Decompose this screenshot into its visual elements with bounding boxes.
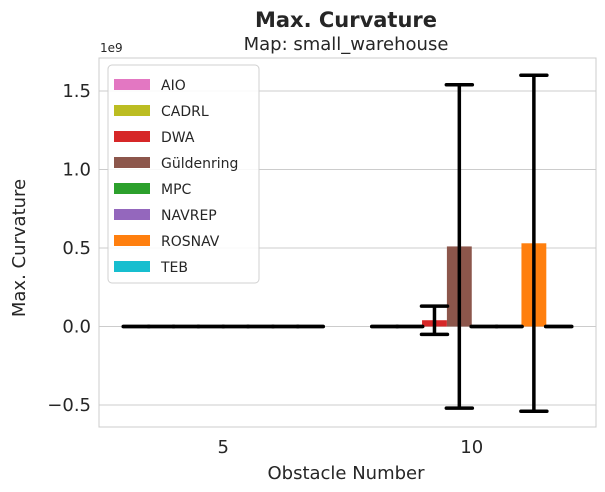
legend-label: Güldenring	[161, 156, 238, 172]
legend-swatch	[114, 79, 150, 90]
legend-swatch	[114, 183, 150, 194]
legend: AIO CADRL DWA Güldenring MPC NAVREP ROSNAV TEB	[107, 64, 260, 284]
legend-swatch	[114, 235, 150, 246]
x-tick-labels: 5 10	[218, 437, 484, 458]
y-axis-label: Max. Curvature	[9, 179, 30, 317]
y-offset-label: 1e9	[100, 41, 123, 55]
x-tick-label: 10	[460, 437, 483, 458]
chart-suptitle: Max. Curvature	[255, 8, 437, 32]
legend-label: TEB	[160, 260, 188, 276]
y-tick-label: 1.0	[62, 159, 91, 180]
legend-swatch	[114, 209, 150, 220]
legend-box	[107, 64, 260, 284]
legend-label: AIO	[161, 78, 186, 94]
x-axis-label: Obstacle Number	[267, 463, 425, 484]
y-tick-label: −0.5	[47, 395, 91, 416]
error-bars	[121, 73, 574, 414]
plot-frame	[98, 57, 597, 428]
legend-swatch	[114, 131, 150, 142]
y-tick-label: 1.5	[62, 81, 91, 102]
y-tick-label: 0.5	[62, 238, 91, 259]
bars	[422, 243, 547, 327]
legend-swatch	[114, 261, 150, 272]
legend-label: MPC	[161, 182, 192, 198]
x-tick-label: 5	[218, 437, 229, 458]
y-tick-label: 0.0	[62, 317, 91, 338]
y-tick-labels: −0.5 0.0 0.5 1.0 1.5	[47, 81, 91, 416]
legend-swatch	[114, 105, 150, 116]
legend-label: CADRL	[161, 104, 209, 120]
legend-label: NAVREP	[161, 208, 217, 224]
legend-label: ROSNAV	[161, 234, 220, 250]
chart-title: Map: small_warehouse	[244, 34, 449, 55]
legend-swatch	[114, 157, 150, 168]
legend-label: DWA	[161, 130, 195, 146]
